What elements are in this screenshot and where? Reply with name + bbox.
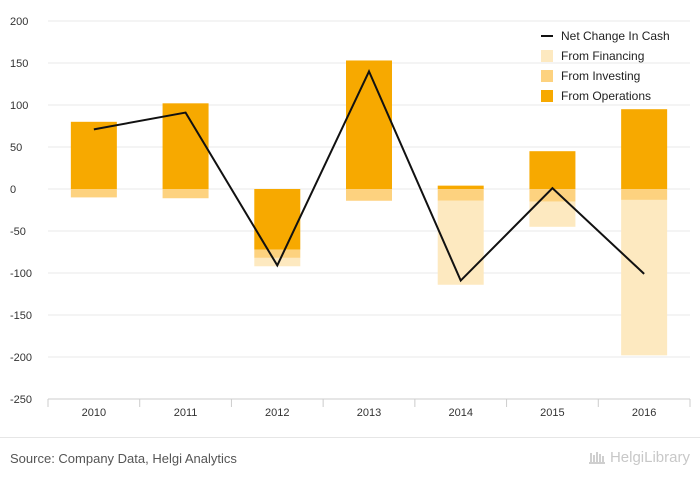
bar-from-financing (529, 201, 576, 227)
bar-from-investing (529, 189, 576, 202)
y-tick-label: 200 (10, 16, 28, 28)
bar-from-investing (437, 189, 484, 201)
bar-from-investing (70, 189, 117, 198)
legend-label: Net Change In Cash (561, 29, 670, 43)
legend-item: From Investing (541, 69, 640, 83)
y-tick-label: 150 (10, 58, 28, 70)
legend-item: Net Change In Cash (541, 29, 670, 43)
bar-from-financing (254, 257, 301, 267)
x-tick-label: 2014 (448, 407, 472, 419)
bar-from-operations (529, 151, 576, 189)
x-tick-label: 2013 (357, 407, 381, 419)
y-tick-label: -100 (10, 268, 32, 280)
bar-from-operations (162, 103, 209, 189)
bar-from-operations (621, 109, 668, 189)
bar-from-financing (437, 200, 484, 285)
legend-label: From Operations (561, 89, 651, 103)
legend-label: From Investing (561, 69, 640, 83)
bar-from-operations (70, 121, 117, 189)
legend-item: From Operations (541, 89, 651, 103)
y-tick-label: -250 (10, 394, 32, 406)
y-tick-label: -50 (10, 226, 26, 238)
x-tick-label: 2010 (82, 407, 106, 419)
brand-logo: HelgiLibrary (588, 448, 690, 466)
y-tick-label: -150 (10, 310, 32, 322)
brand-name: HelgiLibrary (609, 448, 690, 466)
y-tick-label: 100 (10, 100, 28, 112)
bar-from-investing (254, 249, 301, 258)
bar-from-operations (346, 60, 392, 190)
x-tick-label: 2016 (632, 407, 656, 419)
legend-swatch (541, 90, 553, 102)
bar-from-investing (621, 189, 668, 200)
chart: -250 -200 -150 -100 -50 0 50 100 150 200 2010 2011 2… (10, 16, 691, 419)
y-tick-label: -200 (10, 352, 32, 364)
x-tick-label: 2015 (540, 407, 564, 419)
bar-from-operations (437, 185, 484, 189)
legend-item: From Financing (541, 49, 644, 63)
bar-from-investing (346, 189, 392, 201)
bar-from-financing (621, 199, 668, 356)
footer-divider (0, 437, 700, 438)
y-tick-label: 0 (10, 184, 16, 196)
library-icon (588, 452, 605, 464)
legend-label: From Financing (561, 49, 644, 63)
y-tick-label: 50 (10, 142, 22, 154)
x-tick-label: 2011 (174, 407, 198, 419)
legend-swatch (541, 50, 553, 62)
bar-from-investing (162, 189, 209, 199)
x-tick-label: 2012 (265, 407, 289, 419)
legend-swatch (541, 70, 553, 82)
source-note: Source: Company Data, Helgi Analytics (10, 451, 237, 466)
